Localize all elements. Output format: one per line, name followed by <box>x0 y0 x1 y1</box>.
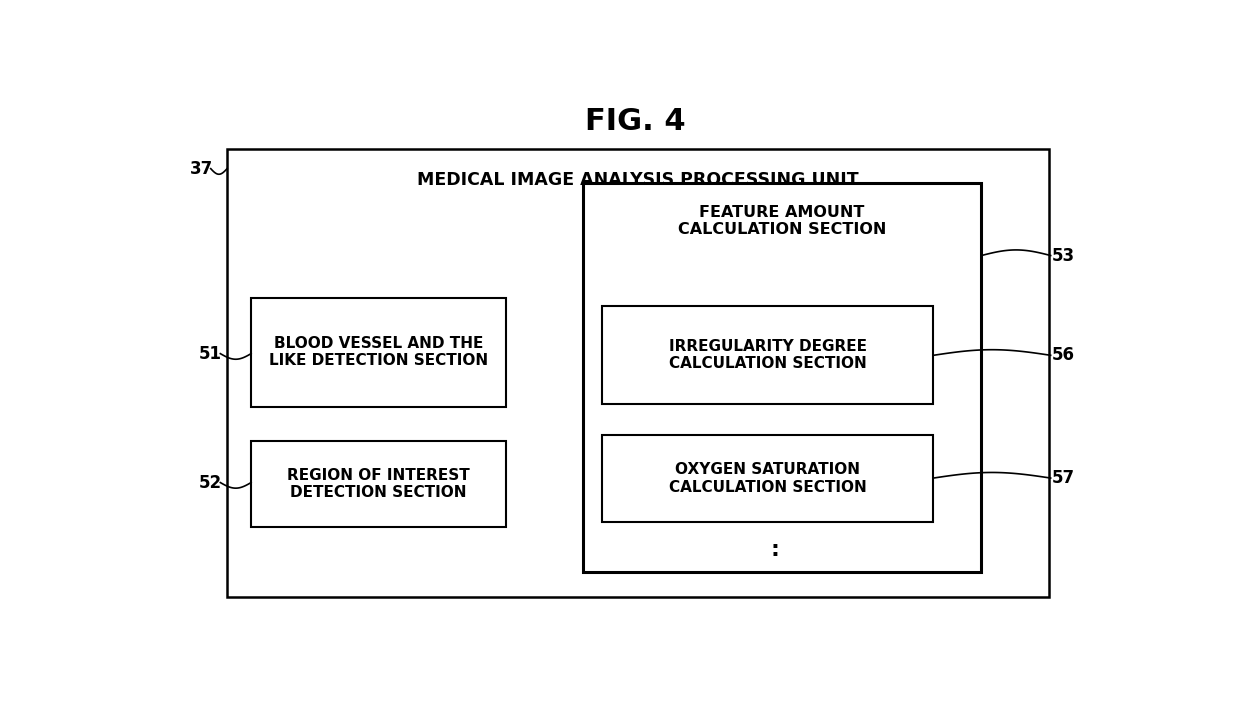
Bar <box>601 435 934 522</box>
Text: REGION OF INTEREST
DETECTION SECTION: REGION OF INTEREST DETECTION SECTION <box>286 468 470 500</box>
Bar <box>250 440 506 527</box>
Text: 57: 57 <box>1052 469 1075 487</box>
Bar <box>227 149 1049 598</box>
Text: 37: 37 <box>190 159 213 178</box>
Text: FIG. 4: FIG. 4 <box>585 107 686 136</box>
Text: BLOOD VESSEL AND THE
LIKE DETECTION SECTION: BLOOD VESSEL AND THE LIKE DETECTION SECT… <box>269 336 489 368</box>
Text: 53: 53 <box>1052 247 1075 264</box>
Text: FEATURE AMOUNT
CALCULATION SECTION: FEATURE AMOUNT CALCULATION SECTION <box>678 205 887 237</box>
Text: 56: 56 <box>1052 347 1075 364</box>
Text: OXYGEN SATURATION
CALCULATION SECTION: OXYGEN SATURATION CALCULATION SECTION <box>668 462 867 494</box>
Bar <box>601 306 934 404</box>
Text: :: : <box>770 540 779 560</box>
Text: 52: 52 <box>200 473 222 491</box>
Text: IRREGULARITY DEGREE
CALCULATION SECTION: IRREGULARITY DEGREE CALCULATION SECTION <box>668 339 867 371</box>
Text: MEDICAL IMAGE ANALYSIS PROCESSING UNIT: MEDICAL IMAGE ANALYSIS PROCESSING UNIT <box>417 172 859 189</box>
Bar <box>250 298 506 407</box>
Text: 51: 51 <box>200 344 222 363</box>
Bar <box>583 183 982 572</box>
